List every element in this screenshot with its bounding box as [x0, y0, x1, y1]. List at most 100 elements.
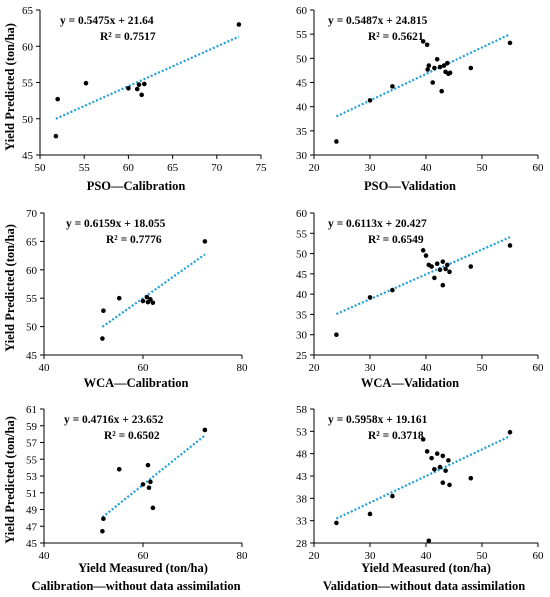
- y-tick-label: 45: [26, 538, 38, 550]
- data-point: [140, 298, 146, 304]
- x-tick-label: 55: [79, 162, 91, 174]
- y-tick-label: 35: [296, 126, 308, 138]
- data-point: [390, 84, 395, 89]
- data-point: [202, 239, 208, 244]
- data-point: [440, 453, 446, 459]
- y-tick-label: 33: [296, 516, 308, 528]
- x-tick-label: 20: [309, 550, 321, 562]
- y-tick-label: 43: [296, 471, 308, 483]
- x-tick-label: 30: [365, 362, 377, 374]
- trend-equation: y = 0.5958x + 19.161: [328, 414, 428, 426]
- x-tick-label: 30: [365, 550, 377, 562]
- y-tick-label: 25: [296, 350, 308, 362]
- r-squared: R² = 0.6549: [368, 234, 424, 246]
- trend-line: [55, 35, 240, 120]
- panel-caption: WCA—Validation: [361, 376, 459, 390]
- x-tick-label: 60: [533, 550, 545, 562]
- data-point: [116, 467, 122, 472]
- data-point: [424, 42, 430, 48]
- data-point: [440, 480, 446, 486]
- y-tick-label: 47: [26, 521, 38, 533]
- data-point: [507, 40, 513, 46]
- panel-caption: Validation—without data assimilation: [323, 579, 525, 593]
- data-point: [444, 60, 450, 66]
- y-tick-label: 49: [26, 505, 38, 517]
- data-point: [423, 253, 429, 258]
- y-tick-label: 28: [296, 538, 308, 550]
- y-tick-label: 55: [22, 78, 34, 90]
- panel-caption: Calibration—without data assimilation: [31, 579, 240, 593]
- y-tick-label: 38: [296, 493, 308, 505]
- data-point: [150, 505, 156, 511]
- r-squared: R² = 0.5621: [368, 31, 424, 43]
- x-tick-label: 40: [421, 362, 433, 374]
- data-point: [447, 482, 452, 488]
- x-tick-label: 50: [477, 550, 489, 562]
- y-tick-label: 48: [296, 449, 308, 461]
- data-point: [441, 63, 447, 68]
- trend-line: [101, 434, 206, 519]
- data-point: [432, 65, 437, 71]
- x-tick-label: 20: [309, 362, 321, 374]
- y-tick-label: 59: [26, 421, 38, 433]
- data-point: [468, 264, 474, 269]
- data-point: [420, 39, 426, 44]
- data-point: [424, 449, 430, 454]
- data-point: [507, 429, 513, 435]
- data-point: [146, 485, 152, 491]
- y-tick-label: 61: [26, 404, 37, 416]
- data-point: [447, 70, 453, 76]
- x-tick-label: 60: [123, 162, 135, 174]
- data-point: [334, 139, 339, 144]
- r-squared: R² = 0.7517: [100, 31, 156, 43]
- x-tick-label: 50: [477, 362, 489, 374]
- data-point: [390, 287, 395, 293]
- y-tick-label: 45: [296, 78, 308, 90]
- data-point: [420, 437, 426, 442]
- y-tick-label: 55: [296, 29, 308, 41]
- y-axis-label: Yield Predicted (ton/ha): [3, 224, 17, 352]
- y-tick-label: 60: [296, 208, 308, 220]
- data-point: [434, 57, 440, 62]
- x-tick-label: 60: [533, 162, 545, 174]
- trend-line: [335, 435, 511, 520]
- data-point: [140, 482, 146, 487]
- x-tick-label: 50: [477, 162, 489, 174]
- trend-line: [101, 253, 206, 328]
- scatter-panel: 40 60 80 45 50 55 60 65 70 y = 0.6159x + 18.055 R²…: [3, 208, 248, 390]
- data-point: [434, 261, 440, 267]
- y-tick-label: 50: [296, 249, 308, 261]
- data-point: [443, 266, 448, 272]
- data-point: [334, 332, 339, 338]
- x-tick-label: 40: [39, 550, 51, 562]
- data-point: [439, 88, 444, 94]
- x-axis-label: Yield Measured (ton/ha): [78, 561, 208, 575]
- data-point: [437, 64, 443, 70]
- data-point: [236, 22, 242, 27]
- y-tick-label: 55: [26, 293, 38, 305]
- x-tick-label: 60: [533, 362, 545, 374]
- x-tick-label: 30: [365, 162, 377, 174]
- x-tick-label: 80: [237, 550, 249, 562]
- y-tick-label: 40: [296, 289, 308, 301]
- data-point: [367, 295, 373, 300]
- trend-equation: y = 0.5487x + 24.815: [328, 15, 428, 27]
- data-point: [507, 243, 513, 248]
- y-tick-label: 58: [296, 404, 308, 416]
- x-tick-label: 70: [211, 162, 223, 174]
- data-point: [432, 275, 437, 281]
- data-point: [144, 294, 150, 300]
- data-point: [334, 520, 339, 526]
- y-tick-label: 60: [22, 41, 34, 53]
- x-tick-label: 60: [138, 550, 150, 562]
- data-point: [444, 262, 450, 268]
- trend-equation: y = 0.6159x + 18.055: [66, 218, 166, 230]
- data-point: [202, 427, 208, 433]
- trend-equation: y = 0.4716x + 23.652: [64, 414, 164, 426]
- data-point: [116, 295, 122, 301]
- trend-equation: y = 0.5475x + 21.64: [60, 15, 154, 27]
- y-tick-label: 45: [296, 269, 308, 281]
- r-squared: R² = 0.7776: [106, 234, 162, 246]
- data-point: [367, 98, 373, 103]
